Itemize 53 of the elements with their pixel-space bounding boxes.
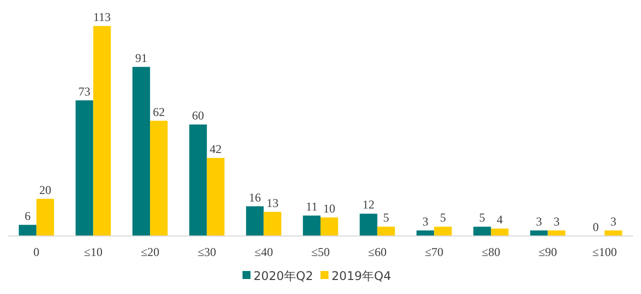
data-label: 91 <box>135 50 148 65</box>
data-label: 13 <box>266 196 278 210</box>
data-label: 5 <box>383 210 390 225</box>
bar <box>434 226 452 236</box>
x-tick-label: ≤80 <box>482 245 500 259</box>
data-label: 3 <box>554 214 560 228</box>
x-tick-label: ≤10 <box>84 245 103 259</box>
bar <box>264 212 282 236</box>
bar <box>206 158 224 236</box>
data-label: 4 <box>496 212 503 227</box>
bar <box>93 26 111 236</box>
bar <box>189 124 207 236</box>
bar <box>76 100 94 236</box>
bar <box>246 206 264 236</box>
data-label: 20 <box>39 182 52 197</box>
bar <box>302 216 320 236</box>
bar <box>320 217 338 236</box>
bar <box>150 120 168 236</box>
x-tick-label: ≤100 <box>592 245 617 259</box>
data-label: 3 <box>536 214 542 228</box>
data-label: 3 <box>610 214 616 228</box>
data-label: 73 <box>78 84 90 98</box>
bar <box>36 198 54 236</box>
data-label: 60 <box>192 108 204 122</box>
data-label: 5 <box>479 210 486 225</box>
x-tick-label: ≤40 <box>254 245 273 259</box>
data-label: 11 <box>306 200 318 214</box>
legend-label: 2020年Q2 <box>254 269 314 283</box>
x-tick-label: ≤70 <box>424 245 444 259</box>
data-label: 12 <box>362 198 375 212</box>
data-label: 10 <box>323 201 336 216</box>
bar <box>473 226 491 236</box>
bar <box>18 224 36 236</box>
data-label: 62 <box>152 104 165 119</box>
data-label: 113 <box>93 10 111 24</box>
x-tick-label: ≤90 <box>538 245 558 259</box>
x-tick-label: ≤20 <box>140 245 160 259</box>
x-tick-label: 0 <box>33 245 40 259</box>
data-label: 5 <box>440 210 446 225</box>
x-tick-label: ≤60 <box>368 245 387 259</box>
data-label: 16 <box>248 190 261 204</box>
bar <box>530 230 548 236</box>
data-label: 6 <box>24 208 31 223</box>
data-label: 42 <box>210 142 222 156</box>
bar <box>490 228 509 236</box>
x-tick-label: ≤50 <box>311 245 330 259</box>
bar <box>132 66 150 236</box>
bar <box>360 214 378 236</box>
legend-label: 2019年Q4 <box>332 269 392 283</box>
x-tick-label: ≤30 <box>198 245 216 259</box>
data-label: 0 <box>592 220 599 234</box>
bar <box>377 226 395 236</box>
data-label: 3 <box>422 214 428 228</box>
